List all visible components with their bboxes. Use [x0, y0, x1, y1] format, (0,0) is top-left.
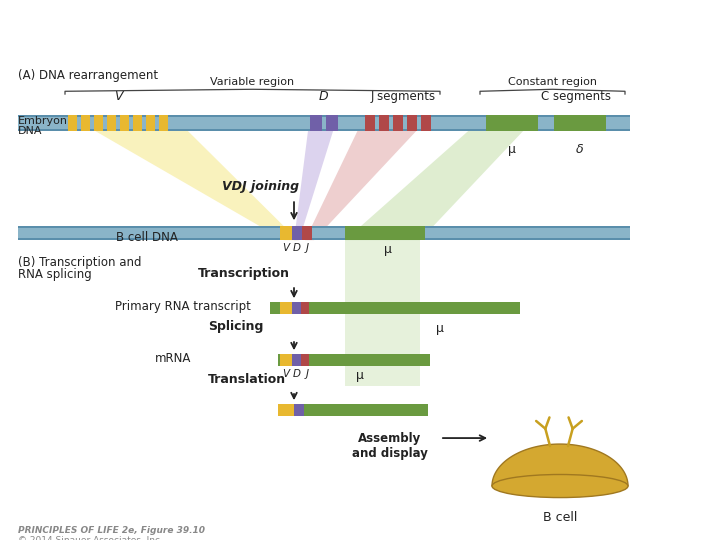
- Text: B cell: B cell: [543, 511, 577, 524]
- Text: Translation: Translation: [208, 373, 286, 386]
- Bar: [301, 302, 309, 314]
- Bar: [554, 115, 606, 131]
- Bar: [326, 115, 338, 131]
- Bar: [278, 404, 294, 416]
- Text: μ: μ: [436, 322, 444, 335]
- Text: C segments: C segments: [541, 90, 611, 103]
- Bar: [280, 226, 292, 240]
- Bar: [302, 226, 312, 240]
- Text: DNA: DNA: [18, 126, 42, 136]
- Bar: [280, 302, 292, 314]
- Text: (A) DNA rearrangement: (A) DNA rearrangement: [18, 69, 158, 82]
- Bar: [292, 302, 301, 314]
- Bar: [18, 115, 630, 131]
- Text: μ: μ: [508, 143, 516, 156]
- Text: J: J: [305, 243, 308, 253]
- Polygon shape: [345, 115, 538, 240]
- Polygon shape: [294, 115, 338, 240]
- Text: Transcription: Transcription: [198, 267, 290, 280]
- Bar: [294, 404, 304, 416]
- Bar: [280, 354, 292, 366]
- Text: J: J: [305, 369, 308, 379]
- Bar: [270, 302, 520, 314]
- Text: Embryonic: Embryonic: [18, 116, 77, 126]
- Text: mRNA: mRNA: [155, 352, 192, 365]
- Bar: [345, 226, 425, 240]
- Bar: [18, 115, 630, 117]
- Bar: [18, 129, 630, 131]
- Text: μ: μ: [356, 369, 364, 382]
- Ellipse shape: [492, 475, 628, 497]
- Bar: [18, 226, 630, 240]
- Text: J segments: J segments: [370, 90, 436, 103]
- Bar: [81, 115, 90, 131]
- Text: D: D: [293, 243, 301, 253]
- Bar: [393, 115, 403, 131]
- Bar: [18, 238, 630, 240]
- Text: RNA splicing: RNA splicing: [18, 268, 91, 281]
- Bar: [379, 115, 389, 131]
- Bar: [278, 354, 430, 366]
- Bar: [486, 115, 538, 131]
- Text: (B) Transcription and: (B) Transcription and: [18, 256, 142, 269]
- Text: Assembly
and display: Assembly and display: [352, 432, 428, 460]
- Bar: [68, 115, 77, 131]
- Text: Constant region: Constant region: [508, 77, 597, 87]
- Bar: [94, 115, 103, 131]
- Bar: [278, 404, 428, 416]
- Text: μ: μ: [384, 243, 392, 256]
- Bar: [421, 115, 431, 131]
- Polygon shape: [305, 115, 431, 240]
- Bar: [159, 115, 168, 131]
- Polygon shape: [68, 115, 298, 240]
- Text: Variable region: Variable region: [210, 77, 294, 87]
- Bar: [107, 115, 116, 131]
- Bar: [292, 226, 302, 240]
- Text: Figure 39.10  Gene Recombination and RNA Splicing: Figure 39.10 Gene Recombination and RNA …: [9, 10, 392, 25]
- Text: © 2014 Sinauer Associates, Inc.: © 2014 Sinauer Associates, Inc.: [18, 536, 163, 540]
- Text: D: D: [293, 369, 301, 379]
- Text: Primary RNA transcript: Primary RNA transcript: [115, 300, 251, 313]
- Text: Splicing: Splicing: [208, 320, 264, 333]
- Text: D: D: [318, 90, 328, 103]
- Text: B cell DNA: B cell DNA: [116, 231, 178, 244]
- Text: V: V: [282, 243, 289, 253]
- Bar: [365, 115, 375, 131]
- Text: V: V: [282, 369, 289, 379]
- Text: VDJ joining: VDJ joining: [222, 180, 299, 193]
- Bar: [133, 115, 142, 131]
- Polygon shape: [345, 226, 420, 386]
- Bar: [120, 115, 129, 131]
- Bar: [310, 115, 322, 131]
- Bar: [301, 354, 309, 366]
- Bar: [292, 354, 301, 366]
- Text: PRINCIPLES OF LIFE 2e, Figure 39.10: PRINCIPLES OF LIFE 2e, Figure 39.10: [18, 526, 205, 535]
- Bar: [18, 226, 630, 228]
- Polygon shape: [492, 444, 628, 486]
- Bar: [407, 115, 417, 131]
- Bar: [146, 115, 155, 131]
- Text: δ: δ: [576, 143, 584, 156]
- Text: V: V: [114, 90, 122, 103]
